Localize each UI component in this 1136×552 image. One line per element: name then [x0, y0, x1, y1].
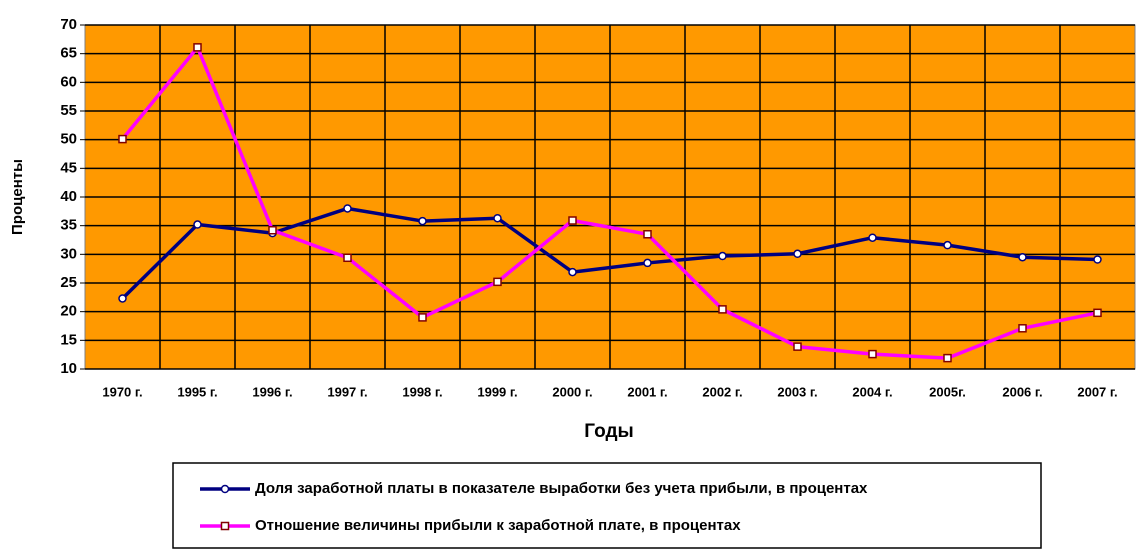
- y-tick-label: 55: [60, 102, 77, 119]
- point: [1093, 308, 1102, 318]
- point: [418, 216, 427, 226]
- x-axis-label: Годы: [584, 421, 633, 442]
- x-tick-label: 1997 г.: [327, 384, 367, 399]
- x-tick-label: 2004 г.: [852, 384, 892, 399]
- point: [643, 258, 652, 268]
- legend-label: Отношение величины прибыли к заработной …: [255, 517, 741, 534]
- point: [268, 226, 277, 235]
- x-tick-label: 1995 г.: [177, 384, 217, 399]
- point: [493, 277, 502, 287]
- point: [1093, 255, 1102, 264]
- y-tick-label: 45: [60, 159, 77, 176]
- y-tick-label: 50: [60, 131, 77, 148]
- x-tick-label: 1996 г.: [252, 384, 292, 399]
- point: [193, 220, 202, 229]
- y-tick-label: 20: [60, 303, 77, 320]
- point: [643, 230, 652, 239]
- series-line: [121, 206, 1098, 300]
- point: [793, 249, 802, 259]
- point: [943, 240, 952, 250]
- x-tick-label: 2003 г.: [777, 384, 817, 399]
- x-tick-label: 2005г.: [929, 384, 966, 399]
- point: [418, 313, 427, 322]
- y-tick-label: 10: [60, 360, 77, 377]
- y-tick-label: 65: [60, 45, 77, 62]
- y-tick-label: 25: [60, 274, 77, 291]
- legend-box: [172, 462, 1042, 549]
- point: [718, 305, 727, 314]
- legend-marker: [220, 521, 230, 531]
- point: [568, 267, 577, 277]
- y-tick-label: 30: [60, 245, 77, 262]
- point: [718, 251, 727, 261]
- point: [118, 134, 127, 144]
- point: [943, 353, 952, 363]
- y-axis-label: Проценты: [9, 159, 26, 235]
- point: [868, 349, 877, 359]
- point: [793, 342, 802, 351]
- point: [193, 43, 202, 52]
- point: [493, 213, 502, 223]
- x-tick-label: 1970 г.: [102, 384, 142, 399]
- series-line: [121, 45, 1098, 360]
- legend-label: Доля заработной платы в показателе выраб…: [255, 480, 868, 497]
- x-tick-label: 1999 г.: [477, 384, 517, 399]
- x-tick-label: 2006 г.: [1002, 384, 1042, 399]
- legend-marker: [220, 484, 230, 494]
- x-tick-label: 1998 г.: [402, 384, 442, 399]
- x-tick-label: 2007 г.: [1077, 384, 1117, 399]
- point: [1018, 252, 1027, 262]
- y-tick-label: 60: [60, 73, 77, 90]
- x-tick-label: 2000 г.: [552, 384, 592, 399]
- x-tick-label: 2001 г.: [627, 384, 667, 399]
- y-tick-label: 40: [60, 188, 77, 205]
- y-tick-label: 15: [60, 331, 77, 348]
- x-tick-label: 2002 г.: [702, 384, 742, 399]
- point: [343, 253, 352, 263]
- point: [343, 204, 352, 213]
- y-tick-label: 70: [60, 16, 77, 33]
- point: [568, 216, 577, 225]
- y-tick-label: 35: [60, 217, 77, 234]
- point: [1018, 324, 1027, 333]
- point: [868, 233, 877, 242]
- point: [118, 294, 127, 303]
